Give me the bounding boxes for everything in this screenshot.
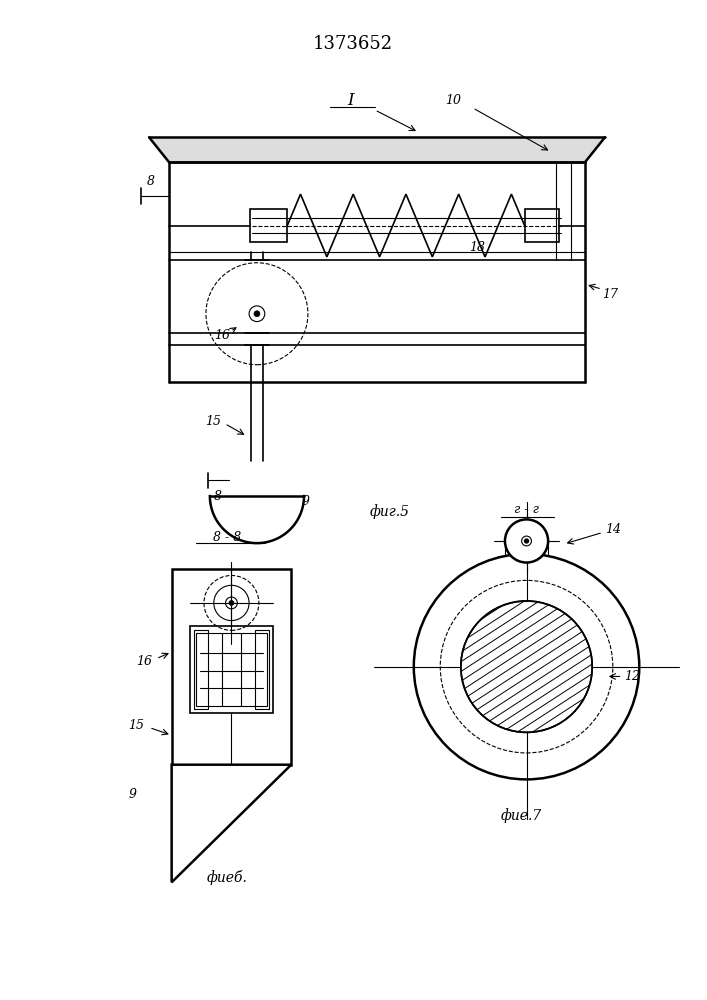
Circle shape — [505, 519, 548, 563]
Text: 15: 15 — [129, 719, 144, 732]
Text: г - г: г - г — [514, 503, 539, 516]
Text: 8 - 8: 8 - 8 — [214, 531, 242, 544]
Circle shape — [522, 536, 532, 546]
Bar — [196, 633, 267, 706]
Text: 16: 16 — [215, 329, 230, 342]
Text: 14: 14 — [604, 523, 621, 536]
Text: 1373652: 1373652 — [313, 35, 393, 53]
Bar — [525, 209, 559, 242]
Text: 12: 12 — [624, 670, 641, 683]
Polygon shape — [149, 137, 605, 162]
Polygon shape — [172, 765, 291, 882]
Text: 18: 18 — [469, 241, 486, 254]
Text: 9: 9 — [302, 495, 310, 508]
Circle shape — [461, 601, 592, 732]
Bar — [194, 630, 208, 709]
Text: фиe.7: фиe.7 — [501, 808, 542, 823]
Bar — [250, 209, 287, 242]
Text: 16: 16 — [136, 655, 152, 668]
Text: 17: 17 — [602, 288, 618, 301]
Text: 8: 8 — [147, 175, 155, 188]
Text: 10: 10 — [445, 94, 461, 107]
Text: 8: 8 — [214, 490, 222, 503]
Text: фиг.5: фиг.5 — [369, 504, 409, 519]
Text: 9: 9 — [129, 788, 136, 801]
Text: 15: 15 — [205, 415, 221, 428]
Bar — [255, 630, 269, 709]
Circle shape — [254, 311, 260, 317]
Circle shape — [525, 539, 529, 543]
Text: фиеб.: фиеб. — [207, 870, 248, 885]
Bar — [172, 569, 291, 765]
Circle shape — [229, 600, 234, 605]
Text: I: I — [346, 92, 354, 109]
Bar — [190, 626, 273, 713]
